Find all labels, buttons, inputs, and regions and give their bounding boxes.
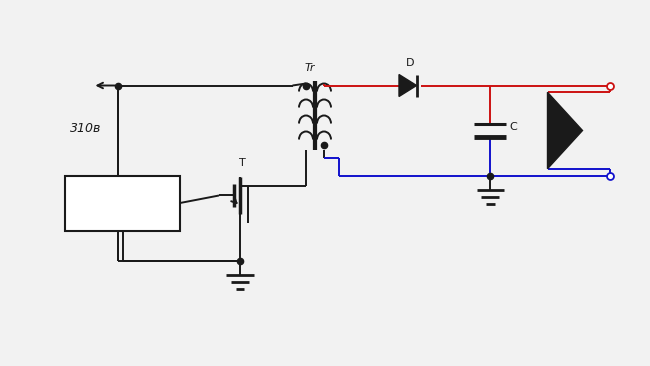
Text: T: T — [239, 158, 246, 168]
Text: Tr: Tr — [305, 63, 315, 72]
Text: Управление: Управление — [83, 197, 162, 209]
Polygon shape — [547, 92, 582, 169]
Text: 310в: 310в — [70, 122, 101, 134]
Text: D: D — [406, 58, 414, 68]
Text: C: C — [509, 122, 517, 131]
FancyBboxPatch shape — [65, 176, 180, 231]
Polygon shape — [399, 75, 417, 97]
